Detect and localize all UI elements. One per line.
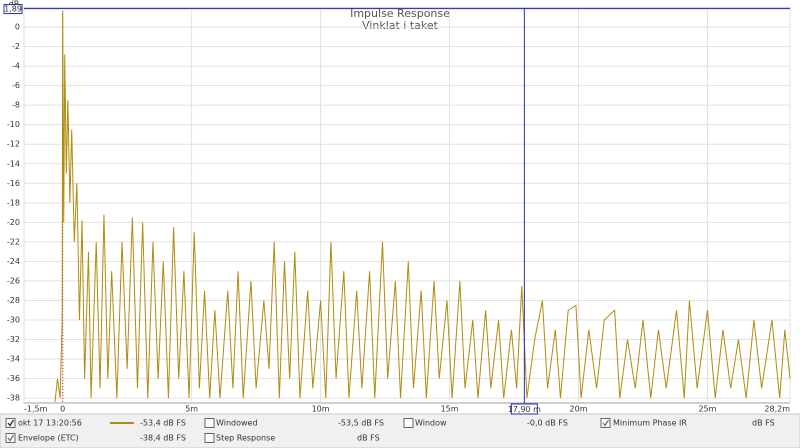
checkbox <box>204 433 215 443</box>
y-tick-label: -38 <box>7 394 20 403</box>
legend-label: Step Response <box>216 434 275 443</box>
x-tick-label: 15m <box>441 405 459 414</box>
x-tick-label: 25m <box>698 405 716 414</box>
checkbox <box>5 433 16 443</box>
x-tick-label: 10m <box>312 405 330 414</box>
legend-reading: dB FS <box>752 419 775 428</box>
y-tick-label: -26 <box>7 276 20 285</box>
y-tick-label: -6 <box>12 81 20 90</box>
y-tick-label: -8 <box>12 101 20 110</box>
checkmark <box>7 434 15 442</box>
cursor-y-label: 1,89 <box>4 5 22 14</box>
y-tick-label: -36 <box>7 374 20 383</box>
y-tick-label: -20 <box>7 218 20 227</box>
y-tick-label: -34 <box>7 355 20 364</box>
checkmark <box>602 419 610 427</box>
legend-label: Minimum Phase IR <box>613 419 687 428</box>
checkbox <box>204 418 215 428</box>
legend-label: okt 17 13:20:56 <box>18 419 82 428</box>
plot-area <box>23 7 791 404</box>
y-tick-label: -32 <box>7 335 20 344</box>
cursor-x-box <box>510 403 538 415</box>
checkmark <box>7 419 15 427</box>
legend-reading: dB FS <box>357 434 380 443</box>
legend-panel <box>0 413 800 448</box>
impulse-trace <box>54 12 791 403</box>
x-tick-label: 20m <box>570 405 588 414</box>
y-tick-label: -14 <box>7 159 20 168</box>
checkbox <box>5 418 16 428</box>
y-tick-label: -4 <box>12 62 20 71</box>
legend-label: Windowed <box>216 419 258 428</box>
legend-reading: -0,0 dB FS <box>527 419 568 428</box>
y-tick-label: -12 <box>7 140 20 149</box>
legend-reading: -38,4 dB FS <box>140 434 186 443</box>
checkbox <box>600 418 611 428</box>
cursor-y-box <box>3 4 23 15</box>
y-tick-label: 0 <box>15 23 20 32</box>
legend-label: Envelope (ETC) <box>18 434 79 443</box>
legend-reading: -53,5 dB FS <box>338 419 384 428</box>
x-tick-label: 5m <box>185 405 198 414</box>
chart-title: Impulse Response <box>350 7 450 20</box>
y-tick-label: -28 <box>7 296 20 305</box>
x-tick-label: 0 <box>60 405 65 414</box>
x-tick-label: 28,2m <box>764 405 790 414</box>
y-tick-label: -18 <box>7 198 20 207</box>
y-tick-label: -16 <box>7 179 20 188</box>
checkbox <box>403 418 414 428</box>
y-tick-label: -10 <box>7 120 20 129</box>
cursor-x-label: 17,90 m <box>508 405 541 414</box>
y-tick-label: -22 <box>7 237 20 246</box>
y-tick-label: -30 <box>7 315 20 324</box>
x-tick-label: -1,5m <box>24 405 48 414</box>
legend-label: Window <box>415 419 447 428</box>
y-tick-label: -24 <box>7 257 20 266</box>
chart-subtitle: Vinklat i taket <box>362 19 439 32</box>
y-tick-label: -2 <box>12 42 20 51</box>
legend-reading: -53,4 dB FS <box>140 419 186 428</box>
